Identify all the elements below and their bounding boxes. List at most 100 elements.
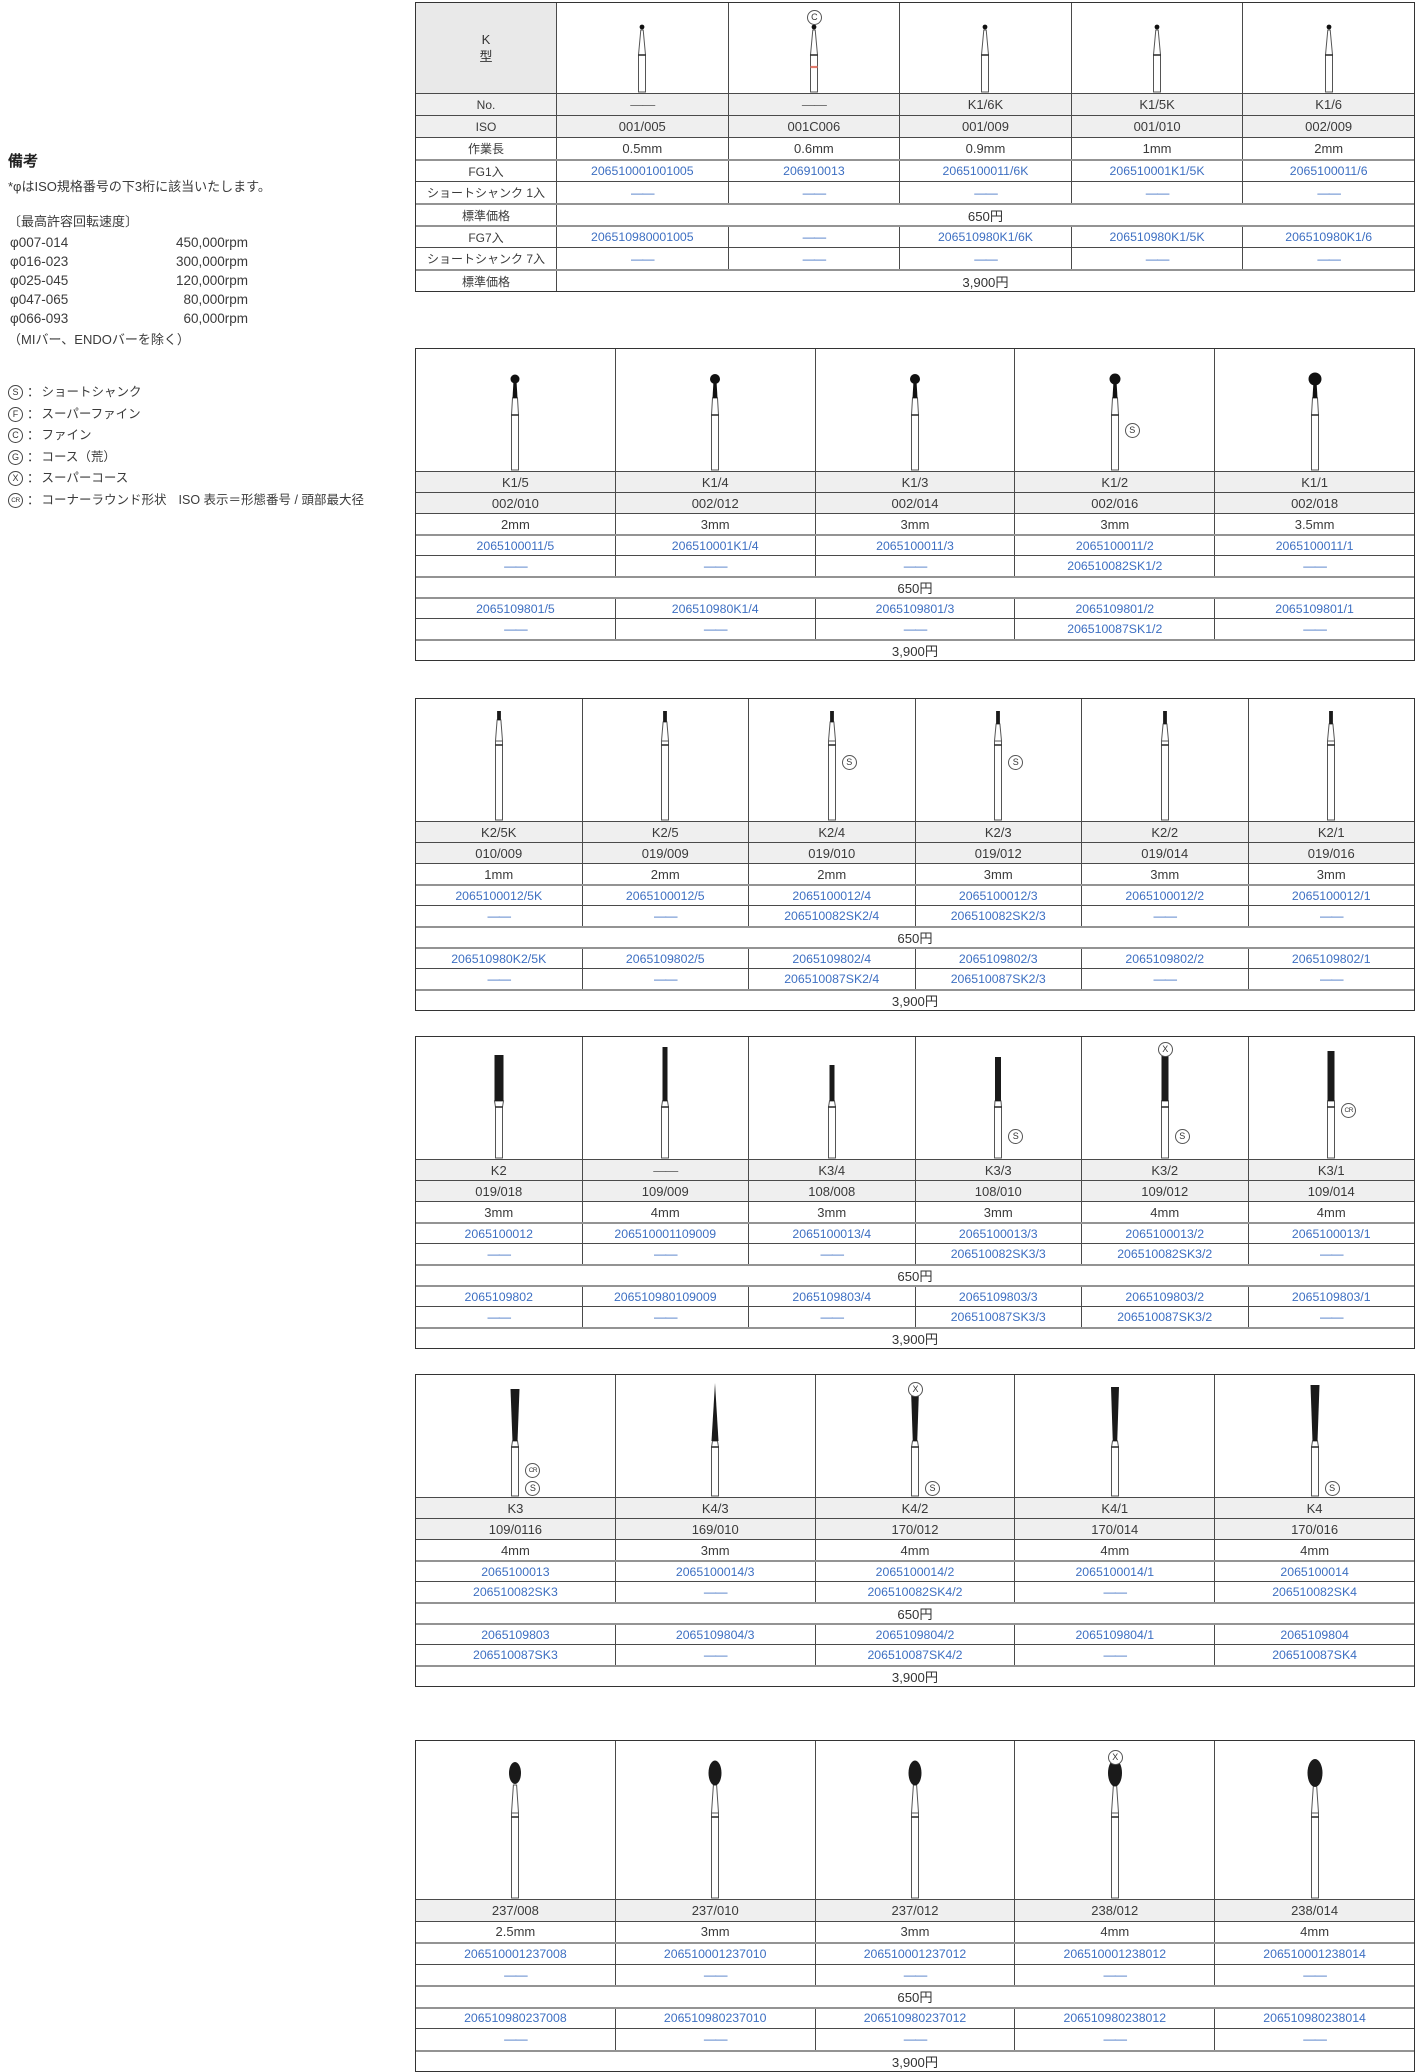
order-code-fg7-cell[interactable]: 2065109804/2 bbox=[814, 1625, 1015, 1644]
order-code-fg1-cell[interactable]: 206510001109009 bbox=[581, 1224, 748, 1243]
order-code-short-shank7-cell[interactable]: 206510087SK3/2 bbox=[1081, 1307, 1248, 1327]
order-code-fg1-cell[interactable]: 2065100013/1 bbox=[1247, 1224, 1414, 1243]
iso-code-cell: 002/018 bbox=[1214, 493, 1414, 513]
order-code-fg1-cell[interactable]: 2065100012/5K bbox=[416, 886, 582, 905]
order-code-short-shank7-cell[interactable]: 206510087SK2/4 bbox=[748, 969, 915, 989]
order-code-short-shank7-cell[interactable]: 206510087SK1/2 bbox=[1014, 619, 1215, 639]
order-code-fg7-cell[interactable]: 206510980K1/6 bbox=[1242, 227, 1414, 247]
order-code-fg7-cell[interactable]: 206510980109009 bbox=[581, 1287, 748, 1306]
order-code-short-shank1-cell[interactable]: 206510082SK3 bbox=[416, 1582, 615, 1602]
order-code-fg7-cell[interactable]: 206510980K2/5K bbox=[416, 949, 582, 968]
order-code-fg1-cell[interactable]: 206510001238012 bbox=[1014, 1944, 1215, 1964]
super-coarse-icon: X bbox=[907, 1382, 923, 1397]
order-code-fg1-cell[interactable]: 206510001237008 bbox=[416, 1944, 615, 1964]
order-code-fg1-cell[interactable]: 206910013 bbox=[727, 161, 900, 181]
order-code-fg1-cell[interactable]: 206510001237010 bbox=[614, 1944, 815, 1964]
order-code-short-shank1-cell: —— bbox=[899, 182, 1071, 203]
order-code-short-shank1-cell[interactable]: 206510082SK2/4 bbox=[748, 906, 915, 926]
order-code-fg1-cell[interactable]: 2065100014/3 bbox=[614, 1562, 815, 1581]
order-code-fg1-cell[interactable]: 2065100011/6K bbox=[899, 161, 1071, 181]
order-code-short-shank7-cell[interactable]: 206510087SK2/3 bbox=[914, 969, 1081, 989]
order-code-fg1-cell[interactable]: 2065100012/5 bbox=[581, 886, 748, 905]
order-code-fg7-cell[interactable]: 2065109802 bbox=[416, 1287, 582, 1306]
order-code-fg7-cell[interactable]: 2065109804/1 bbox=[1014, 1625, 1215, 1644]
order-code-fg7-cell[interactable]: 2065109803/1 bbox=[1247, 1287, 1414, 1306]
product-no-cell: K1/5K bbox=[1070, 94, 1243, 115]
order-code-short-shank1-cell[interactable]: 206510082SK1/2 bbox=[1014, 556, 1215, 576]
order-code-fg1-cell[interactable]: 2065100013/2 bbox=[1081, 1224, 1248, 1243]
order-code-fg1-cell[interactable]: 206510001238014 bbox=[1214, 1944, 1414, 1964]
order-code-fg1-cell[interactable]: 206510001K1/5K bbox=[1070, 161, 1243, 181]
order-code-fg1-cell[interactable]: 206510001237012 bbox=[814, 1944, 1015, 1964]
bur-image-cell bbox=[814, 349, 1015, 471]
order-code-short-shank7-cell[interactable]: 206510087SK4/2 bbox=[814, 1645, 1015, 1665]
order-code-fg7-cell[interactable]: 2065109803/3 bbox=[914, 1287, 1081, 1306]
order-code-short-shank1-cell: —— bbox=[1214, 556, 1414, 576]
order-code-fg7-cell[interactable]: 2065109802/5 bbox=[581, 949, 748, 968]
order-code-short-shank7-cell[interactable]: 206510087SK3/3 bbox=[914, 1307, 1081, 1327]
order-code-fg1-cell[interactable]: 2065100011/5 bbox=[416, 536, 615, 555]
order-code-fg1-cell[interactable]: 206510001001005 bbox=[556, 161, 728, 181]
order-code-fg1-cell[interactable]: 206510001K1/4 bbox=[614, 536, 815, 555]
order-code-short-shank1-cell: —— bbox=[1214, 1964, 1414, 1985]
order-code-fg7-cell[interactable]: 206510980K1/4 bbox=[614, 599, 815, 618]
order-code-fg7-cell[interactable]: 2065109803 bbox=[416, 1625, 615, 1644]
order-code-fg7-cell[interactable]: 2065109801/1 bbox=[1214, 599, 1414, 618]
short-shank-icon: S bbox=[8, 385, 23, 401]
speed-row: φ025-045 120,000rpm bbox=[8, 271, 248, 290]
order-code-fg7-cell[interactable]: 2065109802/1 bbox=[1247, 949, 1414, 968]
working-length-cell: 3mm bbox=[416, 1202, 582, 1222]
order-code-fg7-cell[interactable]: 2065109802/3 bbox=[914, 949, 1081, 968]
order-code-fg7-cell[interactable]: 206510980K1/5K bbox=[1070, 227, 1243, 247]
super-coarse-icon: X bbox=[8, 471, 23, 487]
order-code-short-shank7-cell[interactable]: 206510087SK4 bbox=[1214, 1645, 1414, 1665]
order-code-short-shank1-cell[interactable]: 206510082SK2/3 bbox=[914, 906, 1081, 926]
order-code-fg1-cell[interactable]: 2065100011/3 bbox=[814, 536, 1015, 555]
order-code-fg1-cell[interactable]: 2065100014/2 bbox=[814, 1562, 1015, 1581]
order-code-fg1-cell[interactable]: 2065100012 bbox=[416, 1224, 582, 1243]
order-code-fg1-cell[interactable]: 2065100014 bbox=[1214, 1562, 1414, 1581]
order-code-fg7-cell[interactable]: 2065109804 bbox=[1214, 1625, 1414, 1644]
order-code-fg1-cell[interactable]: 2065100013/4 bbox=[748, 1224, 915, 1243]
order-code-fg1-cell[interactable]: 2065100012/4 bbox=[748, 886, 915, 905]
order-code-fg1-cell[interactable]: 2065100012/1 bbox=[1247, 886, 1414, 905]
order-code-fg7-cell[interactable]: 2065109803/4 bbox=[748, 1287, 915, 1306]
product-no-cell: K4/3 bbox=[614, 1498, 815, 1518]
order-code-fg7-cell[interactable]: 2065109801/2 bbox=[1014, 599, 1215, 618]
order-code-fg1-cell[interactable]: 2065100013/3 bbox=[914, 1224, 1081, 1243]
order-code-fg1-cell[interactable]: 2065100012/2 bbox=[1081, 886, 1248, 905]
order-code-fg7-cell[interactable]: 2065109801/3 bbox=[814, 599, 1015, 618]
order-code-short-shank1-cell[interactable]: 206510082SK4 bbox=[1214, 1582, 1414, 1602]
bur-image-cell bbox=[1214, 1741, 1414, 1899]
order-code-fg7-cell[interactable]: 206510980001005 bbox=[556, 227, 728, 247]
order-code-fg1-cell[interactable]: 2065100011/2 bbox=[1014, 536, 1215, 555]
working-length-cell: 0.6mm bbox=[727, 138, 900, 159]
row-len: 4mm 3mm 4mm 4mm 4mm bbox=[416, 1539, 1414, 1560]
order-code-fg7-cell[interactable]: 206510980238012 bbox=[1014, 2008, 1215, 2028]
order-code-fg7-cell[interactable]: 2065109802/2 bbox=[1081, 949, 1248, 968]
order-code-fg7-cell[interactable]: 206510980237012 bbox=[814, 2008, 1015, 2028]
diameter-range: φ025-045 bbox=[10, 273, 69, 288]
order-code-fg7-cell[interactable]: 2065109801/5 bbox=[416, 599, 615, 618]
order-code-fg1-cell[interactable]: 2065100014/1 bbox=[1014, 1562, 1215, 1581]
order-code-fg7-cell[interactable]: 206510980K1/6K bbox=[899, 227, 1071, 247]
order-code-fg1-cell[interactable]: 2065100011/1 bbox=[1214, 536, 1414, 555]
product-no-cell: K4/1 bbox=[1014, 1498, 1215, 1518]
bur-illustration bbox=[1327, 1051, 1336, 1159]
working-length-cell: 3mm bbox=[748, 1202, 915, 1222]
order-code-fg7-cell[interactable]: 206510980238014 bbox=[1214, 2008, 1414, 2028]
order-code-short-shank7-cell[interactable]: 206510087SK3 bbox=[416, 1645, 615, 1665]
order-code-short-shank1-cell[interactable]: 206510082SK3/2 bbox=[1081, 1244, 1248, 1264]
order-code-short-shank1-cell[interactable]: 206510082SK3/3 bbox=[914, 1244, 1081, 1264]
order-code-fg1-cell[interactable]: 2065100012/3 bbox=[914, 886, 1081, 905]
order-code-short-shank1-cell: —— bbox=[614, 1582, 815, 1602]
order-code-fg7-cell[interactable]: 206510980237008 bbox=[416, 2008, 615, 2028]
order-code-fg7-cell[interactable]: 2065109804/3 bbox=[614, 1625, 815, 1644]
order-code-fg7-cell[interactable]: 2065109802/4 bbox=[748, 949, 915, 968]
row-price7: 3,900円 bbox=[416, 2049, 1414, 2071]
order-code-short-shank1-cell[interactable]: 206510082SK4/2 bbox=[814, 1582, 1015, 1602]
order-code-fg1-cell[interactable]: 2065100011/6 bbox=[1242, 161, 1414, 181]
order-code-fg7-cell[interactable]: 206510980237010 bbox=[614, 2008, 815, 2028]
order-code-fg1-cell[interactable]: 2065100013 bbox=[416, 1562, 615, 1581]
order-code-fg7-cell[interactable]: 2065109803/2 bbox=[1081, 1287, 1248, 1306]
